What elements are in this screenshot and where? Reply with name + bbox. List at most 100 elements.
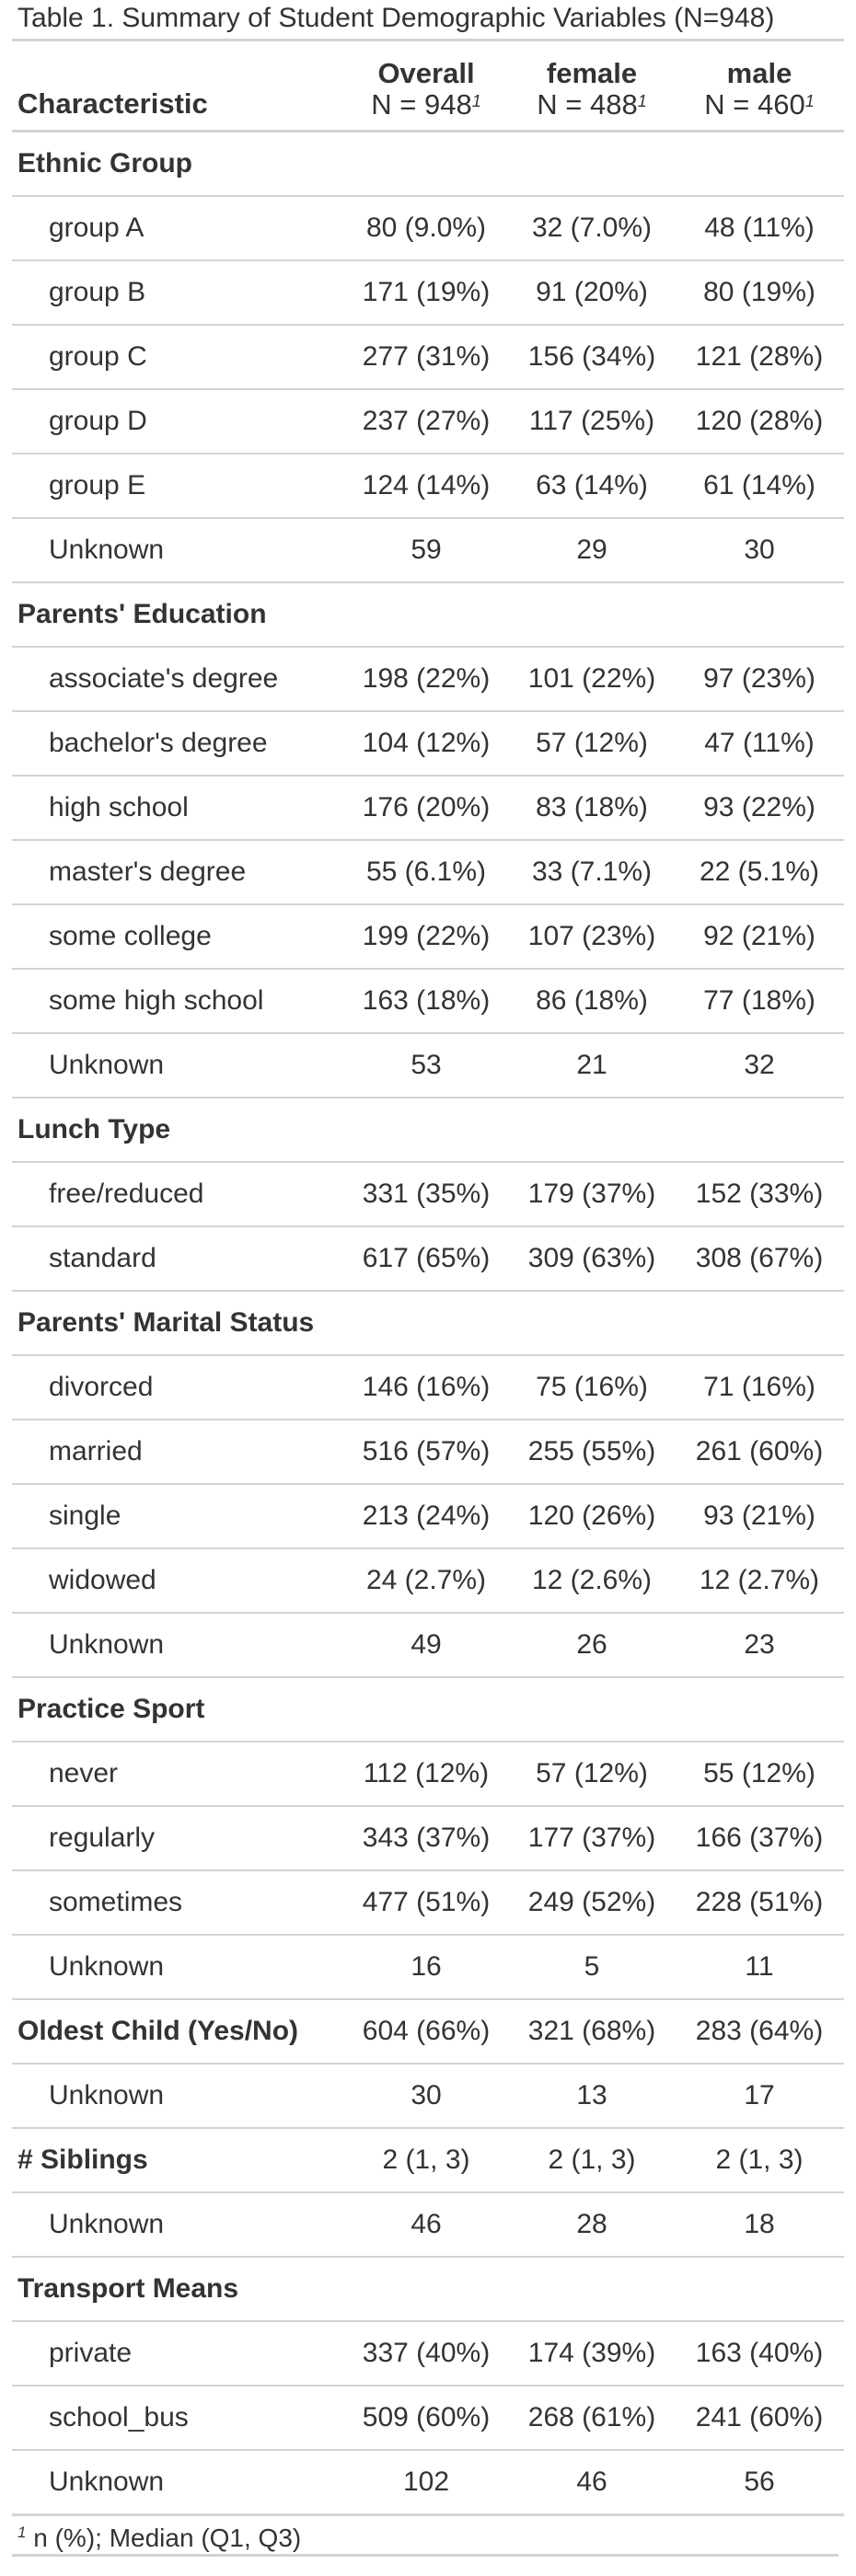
cell-male: 241 (60%) [675, 2386, 844, 2451]
cell-female: 29 [509, 518, 675, 583]
column-header-characteristic: Characteristic [12, 39, 343, 132]
cell-female: 174 (39%) [509, 2321, 675, 2386]
column-header-name: female [546, 57, 638, 89]
cell-overall: 337 (40%) [343, 2321, 509, 2386]
footnote-mark: 1 [637, 92, 647, 110]
level-row: Unknown 16 5 11 [12, 1935, 844, 2000]
cell-male: 11 [675, 1935, 844, 2000]
variable-label: Parents' Education [12, 582, 343, 648]
cell-male: 2 (1, 3) [675, 2128, 844, 2193]
level-label: high school [12, 776, 343, 841]
column-header-name: Overall [377, 57, 475, 89]
cell-overall: 146 (16%) [343, 1355, 509, 1420]
level-label: some high school [12, 969, 343, 1034]
cell-male [675, 1291, 844, 1356]
summary-table: Characteristic Overall N = 9481 female N… [12, 39, 844, 2516]
column-header-n: N = 9481 [371, 88, 481, 121]
cell-male: 32 [675, 1033, 844, 1098]
cell-female: 2 (1, 3) [509, 2128, 675, 2193]
level-row: high school 176 (20%) 83 (18%) 93 (22%) [12, 776, 844, 841]
cell-female [509, 131, 675, 197]
cell-male: 55 (12%) [675, 1742, 844, 1807]
level-row: group E 124 (14%) 63 (14%) 61 (14%) [12, 454, 844, 519]
cell-male: 163 (40%) [675, 2321, 844, 2386]
level-label: school_bus [12, 2386, 343, 2451]
cell-overall: 617 (65%) [343, 1226, 509, 1292]
variable-label: Ethnic Group [12, 131, 343, 197]
footnote-text: n (%); Median (Q1, Q3) [33, 2524, 302, 2552]
level-label: associate's degree [12, 647, 343, 712]
level-label: group D [12, 389, 343, 454]
cell-overall: 24 (2.7%) [343, 1548, 509, 1614]
cell-overall [343, 582, 509, 648]
cell-overall: 477 (51%) [343, 1870, 509, 1936]
level-label: Unknown [12, 2450, 343, 2516]
cell-overall: 176 (20%) [343, 776, 509, 841]
cell-male: 22 (5.1%) [675, 840, 844, 905]
level-label: private [12, 2321, 343, 2386]
level-row: Unknown 102 46 56 [12, 2450, 844, 2516]
cell-female: 321 (68%) [509, 1999, 675, 2064]
cell-overall: 163 (18%) [343, 969, 509, 1034]
column-header-name: male [726, 57, 792, 89]
level-row: group D 237 (27%) 117 (25%) 120 (28%) [12, 389, 844, 454]
cell-female: 13 [509, 2064, 675, 2129]
cell-overall [343, 2257, 509, 2322]
variable-row: Transport Means [12, 2257, 844, 2322]
cell-male [675, 582, 844, 648]
cell-male: 93 (21%) [675, 1484, 844, 1549]
level-row: Unknown 46 28 18 [12, 2192, 844, 2258]
cell-overall: 213 (24%) [343, 1484, 509, 1549]
cell-female: 268 (61%) [509, 2386, 675, 2451]
level-row: Unknown 53 21 32 [12, 1033, 844, 1098]
cell-overall: 102 [343, 2450, 509, 2516]
level-label: sometimes [12, 1870, 343, 1936]
table-caption: Table 1. Summary of Student Demographic … [17, 3, 775, 33]
level-label: group A [12, 196, 343, 261]
cell-male: 152 (33%) [675, 1162, 844, 1227]
cell-female: 83 (18%) [509, 776, 675, 841]
variable-row: Oldest Child (Yes/No) 604 (66%) 321 (68%) 2… [12, 1999, 844, 2064]
cell-female: 57 (12%) [509, 1742, 675, 1807]
cell-overall: 46 [343, 2192, 509, 2258]
level-row: sometimes 477 (51%) 249 (52%) 228 (51%) [12, 1870, 844, 1936]
level-label: divorced [12, 1355, 343, 1420]
cell-male: 261 (60%) [675, 1420, 844, 1485]
cell-male: 23 [675, 1613, 844, 1678]
cell-female: 46 [509, 2450, 675, 2516]
cell-female: 5 [509, 1935, 675, 2000]
cell-male: 17 [675, 2064, 844, 2129]
cell-female: 63 (14%) [509, 454, 675, 519]
level-label: Unknown [12, 1033, 343, 1098]
cell-overall: 30 [343, 2064, 509, 2129]
cell-male: 48 (11%) [675, 196, 844, 261]
cell-male [675, 1677, 844, 1742]
cell-male: 283 (64%) [675, 1999, 844, 2064]
variable-label: Parents' Marital Status [12, 1291, 343, 1356]
level-label: married [12, 1420, 343, 1485]
cell-overall: 171 (19%) [343, 260, 509, 326]
cell-male: 92 (21%) [675, 904, 844, 970]
level-label: group E [12, 454, 343, 519]
level-label: Unknown [12, 2192, 343, 2258]
level-row: private 337 (40%) 174 (39%) 163 (40%) [12, 2321, 844, 2386]
cell-male: 30 [675, 518, 844, 583]
variable-label: Oldest Child (Yes/No) [12, 1999, 343, 2064]
level-label: Unknown [12, 1613, 343, 1678]
cell-overall: 104 (12%) [343, 711, 509, 776]
level-label: never [12, 1742, 343, 1807]
level-row: master's degree 55 (6.1%) 33 (7.1%) 22 (5.1… [12, 840, 844, 905]
level-row: married 516 (57%) 255 (55%) 261 (60%) [12, 1420, 844, 1485]
cell-male [675, 131, 844, 197]
cell-female: 26 [509, 1613, 675, 1678]
level-label: widowed [12, 1548, 343, 1614]
cell-overall [343, 1677, 509, 1742]
level-row: school_bus 509 (60%) 268 (61%) 241 (60%) [12, 2386, 844, 2451]
level-row: group A 80 (9.0%) 32 (7.0%) 48 (11%) [12, 196, 844, 261]
cell-male [675, 1098, 844, 1163]
level-label: some college [12, 904, 343, 970]
cell-male: 166 (37%) [675, 1806, 844, 1871]
variable-row: Parents' Marital Status [12, 1291, 844, 1356]
cell-female: 75 (16%) [509, 1355, 675, 1420]
cell-male: 93 (22%) [675, 776, 844, 841]
